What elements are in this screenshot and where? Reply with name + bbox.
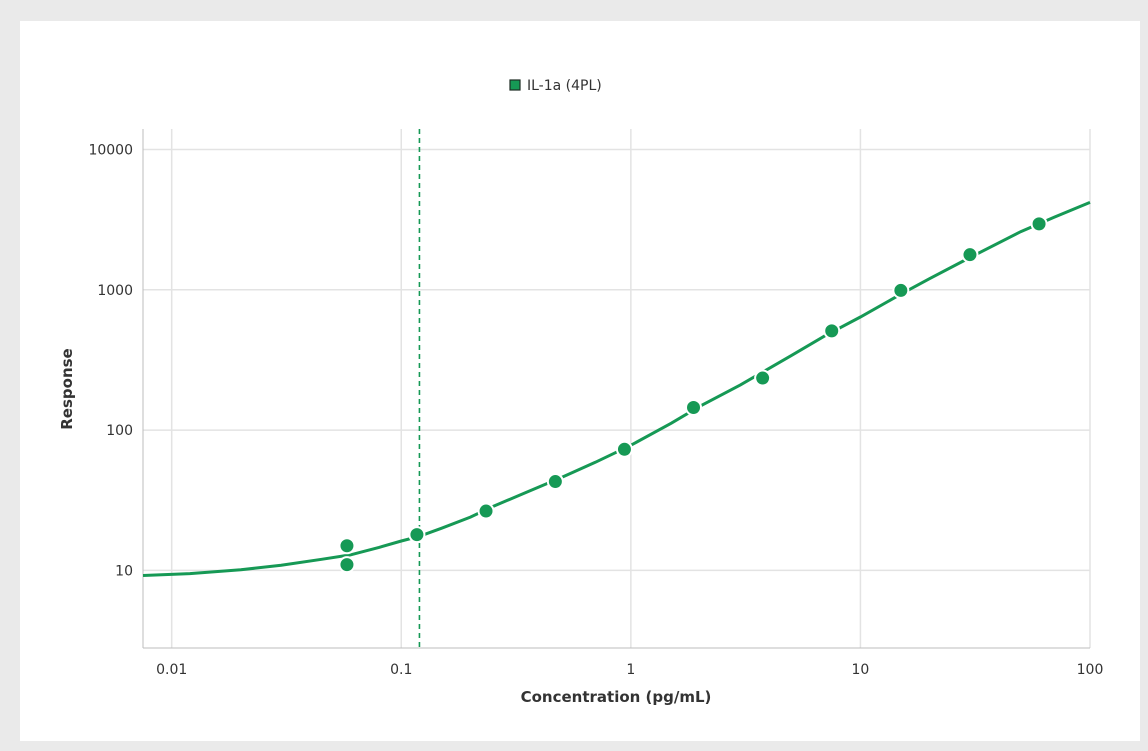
data-point[interactable] (615, 440, 633, 458)
x-tick-label: 0.1 (390, 662, 412, 678)
x-tick-label: 10 (852, 662, 870, 678)
data-point[interactable] (961, 246, 979, 264)
data-point[interactable] (1030, 215, 1048, 233)
y-tick-labels: 10 100 1000 10000 (88, 143, 133, 580)
data-point[interactable] (685, 398, 703, 416)
data-point[interactable] (408, 526, 426, 544)
y-tick-label: 1000 (97, 283, 133, 299)
data-point[interactable] (892, 281, 910, 299)
x-tick-label: 100 (1077, 662, 1104, 678)
legend[interactable]: IL-1a (4PL) (509, 78, 602, 94)
x-tick-label: 1 (626, 662, 635, 678)
grid (143, 129, 1091, 648)
fit-curve (142, 201, 1091, 577)
data-point[interactable] (477, 502, 495, 520)
chart-panel: 0.01 0.1 1 10 100 10 100 1000 10000 IL-1a (4PL)… (20, 21, 1140, 741)
data-point[interactable] (823, 322, 841, 340)
x-tick-label: 0.01 (156, 662, 187, 678)
data-point[interactable] (338, 556, 356, 574)
calibration-chart: 0.01 0.1 1 10 100 10 100 1000 10000 IL-1a (4PL)… (58, 78, 1103, 706)
y-tick-label: 10000 (88, 143, 133, 159)
y-tick-label: 100 (106, 423, 133, 439)
data-point[interactable] (546, 473, 564, 491)
x-axis-title: Concentration (pg/mL) (521, 688, 712, 706)
legend-label: IL-1a (4PL) (527, 78, 602, 94)
x-tick-labels: 0.01 0.1 1 10 100 (156, 662, 1103, 678)
legend-swatch (509, 79, 521, 91)
data-point[interactable] (338, 537, 356, 555)
y-axis-title: Response (58, 348, 76, 429)
data-points (338, 215, 1048, 574)
y-tick-label: 10 (115, 563, 133, 579)
data-point[interactable] (754, 369, 772, 387)
